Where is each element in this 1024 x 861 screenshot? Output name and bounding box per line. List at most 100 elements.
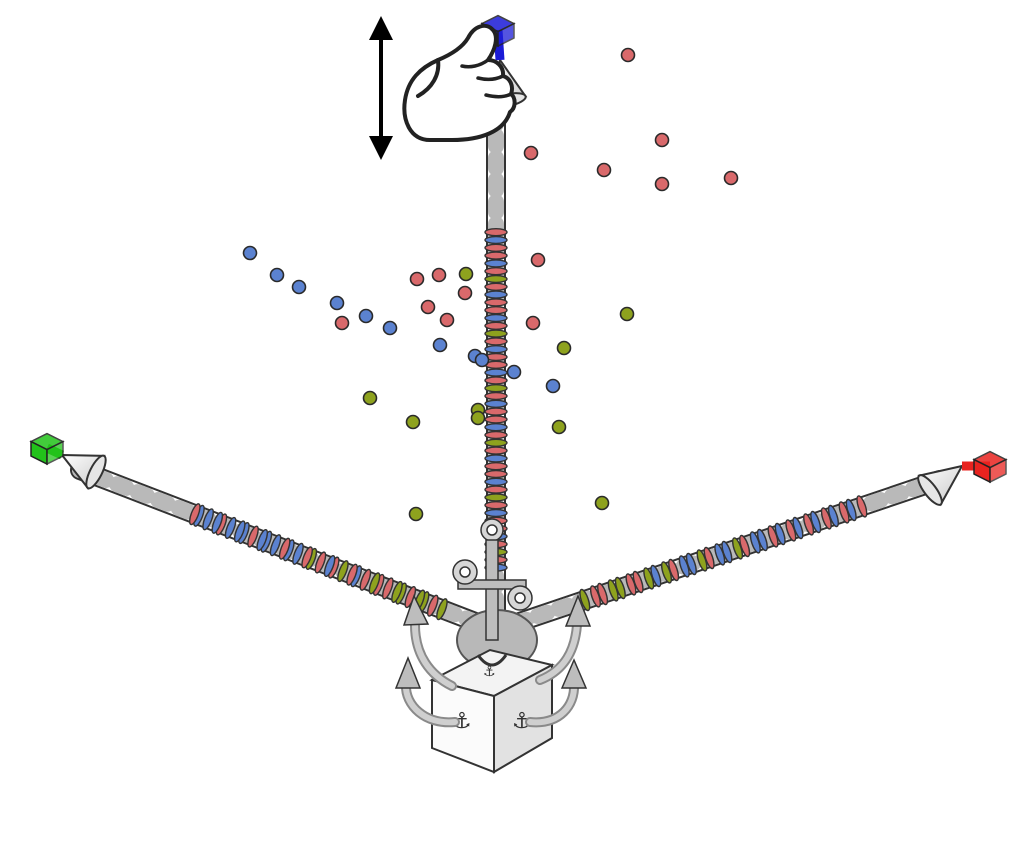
axis-x-ring <box>614 576 626 600</box>
axis-z-ring <box>484 454 508 463</box>
axis-z-ring <box>484 321 508 330</box>
rotation-arrows[interactable] <box>394 593 592 728</box>
axis-x-ring <box>721 540 733 564</box>
scatter-point-blue <box>382 320 398 336</box>
scatter-point-blue <box>545 378 561 394</box>
axis-y-ring <box>278 537 291 560</box>
axis-z-ring <box>484 469 508 479</box>
axis-z-ring <box>484 298 508 307</box>
axis-y-ring <box>292 542 304 565</box>
axis-z-ring <box>484 368 508 377</box>
axis-z-ring <box>484 282 508 291</box>
pointing-hand-icon <box>402 23 517 142</box>
axis-x-ring <box>774 522 786 546</box>
scatter-point-blue <box>329 295 345 311</box>
scatter-point-red <box>654 176 670 192</box>
anchor-icon: ⚓ <box>512 709 532 734</box>
axis-y-ring <box>269 534 282 557</box>
scatter-point-green <box>458 266 474 282</box>
axis-y-ring <box>368 572 381 595</box>
scatter-point-red <box>420 299 436 315</box>
scatter-point-red <box>620 47 636 63</box>
axis-z-ring <box>484 337 508 346</box>
rotate-arrow-left-up-head <box>402 594 430 626</box>
axis-z-ring <box>484 399 508 408</box>
axis-z-ring <box>484 430 508 440</box>
scatter-point-blue <box>358 308 374 324</box>
scatter-point-red <box>334 315 350 331</box>
axis-end-handles[interactable] <box>29 14 1008 508</box>
scatter-point-blue <box>242 245 258 261</box>
axis-x-ring <box>845 498 857 522</box>
scatter-point-red <box>431 267 447 283</box>
axis-x-ring <box>810 510 822 534</box>
anchor-icon: ⚓ <box>452 709 472 734</box>
scatter-point-green <box>362 390 378 406</box>
axis-z-ring <box>484 438 508 447</box>
scatter-points <box>242 47 739 522</box>
axis-y-ring <box>391 580 403 603</box>
axis-y-ring <box>436 598 448 621</box>
scatter-point-green <box>408 506 424 522</box>
rotate-arrow-left-low-head <box>394 655 422 689</box>
cube-right-face <box>493 663 553 774</box>
scatter-point-red <box>596 162 612 178</box>
axis-z-ring <box>484 415 508 424</box>
axis-y-ring <box>202 508 214 531</box>
axis-z-ring <box>484 290 508 299</box>
axis-z-ring <box>484 391 508 401</box>
scatter-point-blue <box>269 267 285 283</box>
axis-y-ring <box>359 568 372 591</box>
origin-cube-icon[interactable]: ⚓ ⚓ ⚓ <box>429 609 555 774</box>
axis-x-handle-right[interactable] <box>989 458 1007 484</box>
axis-z-ring <box>484 329 508 338</box>
axis-y-cone-base <box>85 454 107 490</box>
axis-z-ring <box>484 407 508 416</box>
axis-y-ring <box>314 551 327 574</box>
axis-y-ring <box>233 520 246 543</box>
axis-z-ring <box>484 313 508 323</box>
axis-y-ring <box>247 525 259 548</box>
axis-z-ring <box>484 376 508 385</box>
scatter-point-red <box>457 285 473 301</box>
scatter-point-blue <box>291 279 307 295</box>
axis-x-ring <box>650 564 662 588</box>
scatter-point-red <box>654 132 670 148</box>
axis-x-ring <box>703 546 715 570</box>
axis-x-ring <box>668 558 680 582</box>
scatter-point-blue <box>474 352 490 368</box>
axis-z-ring <box>484 227 508 237</box>
axis-y-ring <box>382 577 394 600</box>
axis-z-handle-right[interactable] <box>497 22 515 48</box>
axis-x-ring <box>685 552 697 576</box>
scatter-point-red <box>523 145 539 161</box>
anchor-icon: ⚓ <box>483 664 496 680</box>
scatter-point-green <box>470 410 486 426</box>
axis-x-cone-base <box>917 474 943 506</box>
axis-y-ring <box>224 516 237 539</box>
axis-z-ring <box>484 259 508 268</box>
axis-x-ring <box>632 570 644 594</box>
scatter-point-green <box>556 340 572 356</box>
axis-z-ring <box>484 251 508 260</box>
axis-y-ring <box>337 560 349 583</box>
rotate-arrow-right-low-head <box>560 658 588 689</box>
axis-y-ring <box>188 503 201 526</box>
scatter-point-green <box>405 414 421 430</box>
scatter-point-green <box>594 495 610 511</box>
axis-z-ring <box>484 306 508 315</box>
anchor-icon[interactable] <box>452 518 533 667</box>
axis-x-ring <box>856 495 868 518</box>
axis-z-ring <box>484 274 508 284</box>
axis-z-ring <box>484 485 508 494</box>
axis-x-ring <box>597 582 609 606</box>
axis-y-ring <box>301 546 313 569</box>
axis-y-handle-right[interactable] <box>46 440 64 466</box>
axis-x-ring <box>579 588 591 612</box>
axis-z-ring <box>484 384 508 393</box>
axis-y-ring <box>426 594 439 617</box>
axis-y-ring <box>323 554 336 578</box>
axis-z-ring <box>484 462 508 471</box>
scatter-point-red <box>723 170 739 186</box>
axis-z-ring <box>484 501 508 510</box>
